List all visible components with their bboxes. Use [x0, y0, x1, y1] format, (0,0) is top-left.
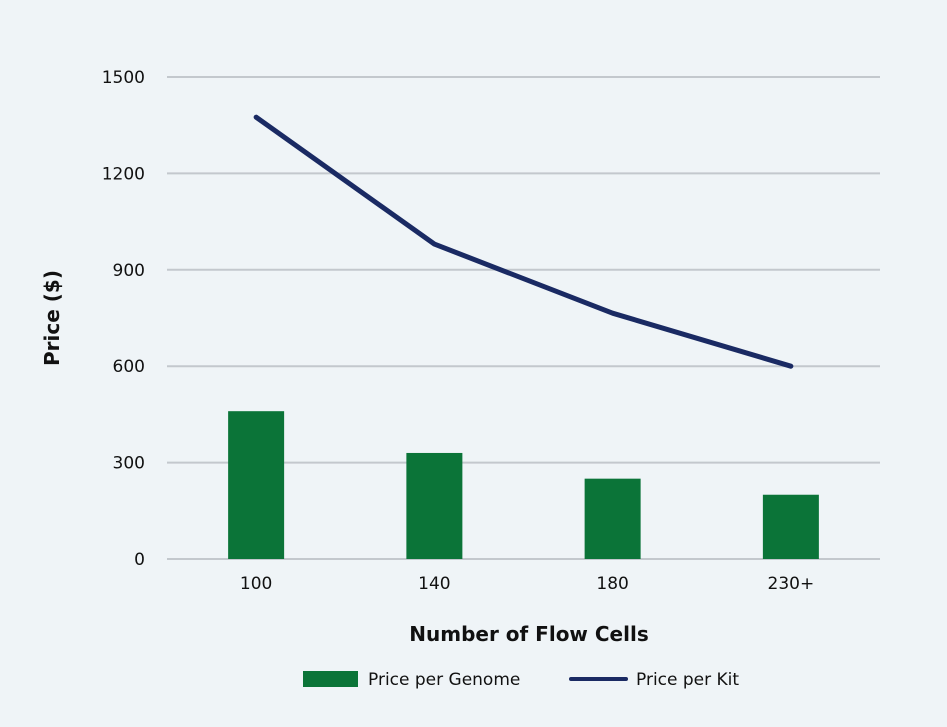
x-axis-title: Number of Flow Cells	[409, 622, 648, 646]
x-tick-label: 140	[418, 574, 450, 594]
x-tick-label: 230+	[768, 574, 815, 594]
y-tick-label: 1200	[102, 164, 145, 184]
bar-price-per-genome	[584, 478, 641, 559]
y-tick-label: 900	[113, 261, 145, 281]
bar-series	[228, 411, 819, 559]
y-tick-label: 0	[134, 550, 145, 570]
y-tick-label: 600	[113, 357, 145, 377]
line-series	[253, 114, 794, 369]
y-tick-label: 300	[113, 454, 145, 474]
bar-price-per-genome	[228, 411, 285, 559]
x-tick-label: 100	[240, 574, 272, 594]
bar-price-per-genome	[762, 494, 819, 559]
legend-swatch-genome	[303, 671, 358, 687]
x-tick-label: 180	[596, 574, 628, 594]
x-tick-labels: 100 140 180 230+	[240, 574, 814, 594]
legend-label-kit: Price per Kit	[636, 670, 739, 690]
y-tick-labels: 0 300 600 900 1200 1500	[102, 68, 145, 570]
y-axis-title: Price ($)	[40, 270, 64, 366]
legend: Price per Genome Price per Kit	[303, 670, 739, 690]
bar-price-per-genome	[406, 452, 463, 559]
gridlines	[167, 76, 880, 560]
line-price-per-kit	[253, 114, 794, 369]
legend-label-genome: Price per Genome	[368, 670, 520, 690]
y-tick-label: 1500	[102, 68, 145, 88]
